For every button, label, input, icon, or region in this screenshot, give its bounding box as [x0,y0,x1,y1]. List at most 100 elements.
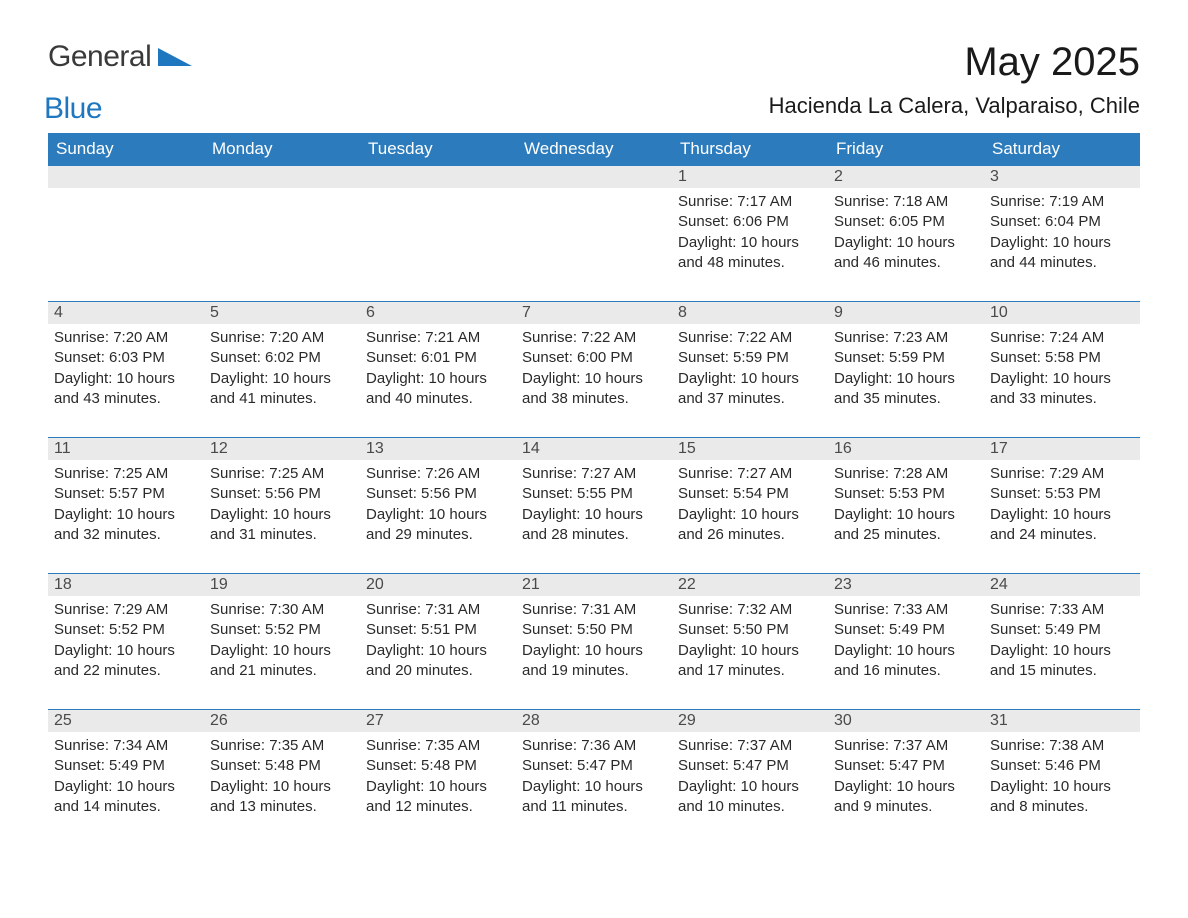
day-details: Sunrise: 7:24 AMSunset: 5:58 PMDaylight:… [984,324,1140,437]
day-number: 24 [984,574,1140,596]
day-number: 23 [828,574,984,596]
day-number: 28 [516,710,672,732]
sunset-text: Sunset: 6:02 PM [210,348,354,368]
calendar-day-cell: 11Sunrise: 7:25 AMSunset: 5:57 PMDayligh… [48,438,204,574]
sunrise-text: Sunrise: 7:21 AM [366,328,510,348]
calendar-day-cell [48,166,204,302]
calendar-day-cell: 7Sunrise: 7:22 AMSunset: 6:00 PMDaylight… [516,302,672,438]
sunset-text: Sunset: 5:56 PM [210,484,354,504]
day-number: 15 [672,438,828,460]
sunset-text: Sunset: 5:49 PM [54,756,198,776]
day-number: 5 [204,302,360,324]
calendar-day-cell: 21Sunrise: 7:31 AMSunset: 5:50 PMDayligh… [516,574,672,710]
day-number: 31 [984,710,1140,732]
logo-text-blue: Blue [44,92,192,126]
sunrise-text: Sunrise: 7:37 AM [678,736,822,756]
sunset-text: Sunset: 5:54 PM [678,484,822,504]
calendar-day-cell: 8Sunrise: 7:22 AMSunset: 5:59 PMDaylight… [672,302,828,438]
day-number: 22 [672,574,828,596]
sunset-text: Sunset: 5:58 PM [990,348,1134,368]
day-details: Sunrise: 7:30 AMSunset: 5:52 PMDaylight:… [204,596,360,709]
logo-triangle-icon [158,53,192,70]
day-details: Sunrise: 7:28 AMSunset: 5:53 PMDaylight:… [828,460,984,573]
day-number: 18 [48,574,204,596]
sunrise-text: Sunrise: 7:23 AM [834,328,978,348]
daylight-text: Daylight: 10 hours and 11 minutes. [522,777,666,818]
calendar-week-row: 1Sunrise: 7:17 AMSunset: 6:06 PMDaylight… [48,166,1140,302]
day-details: Sunrise: 7:32 AMSunset: 5:50 PMDaylight:… [672,596,828,709]
sunrise-text: Sunrise: 7:28 AM [834,464,978,484]
calendar-day-cell: 20Sunrise: 7:31 AMSunset: 5:51 PMDayligh… [360,574,516,710]
day-number: 8 [672,302,828,324]
sunset-text: Sunset: 5:55 PM [522,484,666,504]
calendar-day-cell: 31Sunrise: 7:38 AMSunset: 5:46 PMDayligh… [984,710,1140,846]
calendar-day-cell: 27Sunrise: 7:35 AMSunset: 5:48 PMDayligh… [360,710,516,846]
daylight-text: Daylight: 10 hours and 32 minutes. [54,505,198,546]
day-details [48,188,204,296]
calendar-day-cell: 5Sunrise: 7:20 AMSunset: 6:02 PMDaylight… [204,302,360,438]
sunset-text: Sunset: 6:06 PM [678,212,822,232]
day-details: Sunrise: 7:35 AMSunset: 5:48 PMDaylight:… [360,732,516,845]
day-details: Sunrise: 7:25 AMSunset: 5:57 PMDaylight:… [48,460,204,573]
day-details: Sunrise: 7:35 AMSunset: 5:48 PMDaylight:… [204,732,360,845]
day-number: 6 [360,302,516,324]
sunrise-text: Sunrise: 7:33 AM [990,600,1134,620]
calendar-day-cell: 15Sunrise: 7:27 AMSunset: 5:54 PMDayligh… [672,438,828,574]
sunrise-text: Sunrise: 7:25 AM [54,464,198,484]
daylight-text: Daylight: 10 hours and 26 minutes. [678,505,822,546]
sunrise-text: Sunrise: 7:34 AM [54,736,198,756]
sunset-text: Sunset: 6:04 PM [990,212,1134,232]
sunrise-text: Sunrise: 7:18 AM [834,192,978,212]
daylight-text: Daylight: 10 hours and 44 minutes. [990,233,1134,274]
sunrise-text: Sunrise: 7:19 AM [990,192,1134,212]
calendar-day-cell [204,166,360,302]
calendar-day-cell: 18Sunrise: 7:29 AMSunset: 5:52 PMDayligh… [48,574,204,710]
day-details: Sunrise: 7:29 AMSunset: 5:53 PMDaylight:… [984,460,1140,573]
day-number: 21 [516,574,672,596]
sunset-text: Sunset: 6:05 PM [834,212,978,232]
sunset-text: Sunset: 5:50 PM [678,620,822,640]
day-details: Sunrise: 7:27 AMSunset: 5:55 PMDaylight:… [516,460,672,573]
day-details: Sunrise: 7:33 AMSunset: 5:49 PMDaylight:… [984,596,1140,709]
sunset-text: Sunset: 5:47 PM [834,756,978,776]
day-details: Sunrise: 7:18 AMSunset: 6:05 PMDaylight:… [828,188,984,301]
day-details: Sunrise: 7:22 AMSunset: 5:59 PMDaylight:… [672,324,828,437]
sunrise-text: Sunrise: 7:35 AM [366,736,510,756]
logo: General Blue [48,40,192,126]
sunset-text: Sunset: 5:52 PM [54,620,198,640]
daylight-text: Daylight: 10 hours and 46 minutes. [834,233,978,274]
calendar-day-cell: 28Sunrise: 7:36 AMSunset: 5:47 PMDayligh… [516,710,672,846]
day-details: Sunrise: 7:33 AMSunset: 5:49 PMDaylight:… [828,596,984,709]
sunrise-text: Sunrise: 7:32 AM [678,600,822,620]
daylight-text: Daylight: 10 hours and 29 minutes. [366,505,510,546]
day-number: 7 [516,302,672,324]
calendar-day-cell: 14Sunrise: 7:27 AMSunset: 5:55 PMDayligh… [516,438,672,574]
day-number: 29 [672,710,828,732]
daylight-text: Daylight: 10 hours and 13 minutes. [210,777,354,818]
calendar-week-row: 11Sunrise: 7:25 AMSunset: 5:57 PMDayligh… [48,438,1140,574]
day-number: 26 [204,710,360,732]
day-details: Sunrise: 7:31 AMSunset: 5:50 PMDaylight:… [516,596,672,709]
day-number: 30 [828,710,984,732]
calendar-day-cell [360,166,516,302]
daylight-text: Daylight: 10 hours and 9 minutes. [834,777,978,818]
daylight-text: Daylight: 10 hours and 17 minutes. [678,641,822,682]
day-number: 27 [360,710,516,732]
daylight-text: Daylight: 10 hours and 8 minutes. [990,777,1134,818]
sunrise-text: Sunrise: 7:27 AM [522,464,666,484]
calendar-week-row: 18Sunrise: 7:29 AMSunset: 5:52 PMDayligh… [48,574,1140,710]
sunrise-text: Sunrise: 7:35 AM [210,736,354,756]
daylight-text: Daylight: 10 hours and 40 minutes. [366,369,510,410]
sunrise-text: Sunrise: 7:36 AM [522,736,666,756]
calendar-day-cell: 2Sunrise: 7:18 AMSunset: 6:05 PMDaylight… [828,166,984,302]
sunset-text: Sunset: 5:49 PM [834,620,978,640]
calendar-day-cell: 24Sunrise: 7:33 AMSunset: 5:49 PMDayligh… [984,574,1140,710]
calendar-day-cell: 3Sunrise: 7:19 AMSunset: 6:04 PMDaylight… [984,166,1140,302]
sunrise-text: Sunrise: 7:29 AM [990,464,1134,484]
sunrise-text: Sunrise: 7:22 AM [522,328,666,348]
sunrise-text: Sunrise: 7:24 AM [990,328,1134,348]
calendar-day-cell: 9Sunrise: 7:23 AMSunset: 5:59 PMDaylight… [828,302,984,438]
calendar-day-cell: 6Sunrise: 7:21 AMSunset: 6:01 PMDaylight… [360,302,516,438]
day-details [360,188,516,296]
day-details [204,188,360,296]
